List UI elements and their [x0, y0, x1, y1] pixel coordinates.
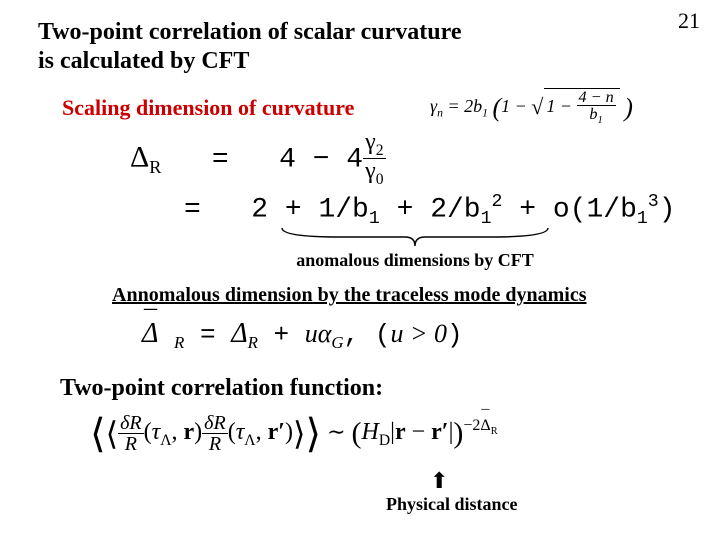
up-arrow-icon: ⬆	[430, 468, 448, 494]
delta-sub: R	[149, 157, 161, 177]
rparen: )	[453, 417, 463, 450]
D: D	[379, 432, 390, 449]
tau2: τ	[236, 419, 245, 445]
den-b1: 1	[598, 115, 603, 126]
delta-r2c: + o(1/b	[502, 194, 636, 225]
tau1: τ	[152, 419, 161, 445]
delta-eq1: =	[212, 144, 229, 175]
title-line1: Two-point correlation of scalar curvatur…	[38, 19, 462, 45]
heading-traceless: Annomalous dimension by the traceless mo…	[112, 284, 586, 307]
rprime-abs: r′	[431, 419, 448, 445]
sq: 2	[492, 192, 503, 212]
bd-G: G	[331, 333, 343, 352]
delta-row1: ΔR = 4 − 4γ2γ0	[130, 130, 676, 188]
delta-r2: 2 + 1/b	[251, 194, 369, 225]
lam2: Λ	[244, 432, 255, 449]
rprime: r′	[268, 419, 285, 445]
g2-sym: γ	[365, 129, 376, 155]
r1: r	[184, 419, 195, 445]
bd-comma: ,	[344, 320, 360, 350]
cube: 3	[648, 192, 659, 212]
g2-num: γ2	[363, 130, 385, 159]
bd-u: u	[305, 319, 318, 348]
lang1: ⟨	[90, 411, 106, 456]
bd-alpha: α	[318, 319, 332, 348]
exponent: −2¯ΔR	[463, 417, 497, 434]
den-b: b	[589, 105, 597, 123]
g0-sub: 0	[376, 171, 384, 188]
minus: −	[406, 419, 432, 445]
bd-R1: R	[174, 333, 184, 352]
dR2: δR	[204, 412, 226, 434]
sqrt-num: 4 − n	[577, 89, 616, 106]
title-line2: is calculated by CFT	[38, 48, 249, 74]
delta-eq2: =	[184, 194, 201, 225]
tilde: ∼	[327, 419, 345, 444]
bd-eq: =	[184, 320, 231, 350]
delta-sym: Δ	[130, 140, 149, 173]
gamma-lparen: (	[492, 93, 501, 122]
lam1: Λ	[160, 432, 171, 449]
gamma-rparen: )	[624, 93, 633, 122]
heading-two-point: Two-point correlation function:	[60, 375, 383, 402]
H: H	[362, 419, 379, 445]
exp-R: R	[491, 426, 498, 437]
equation-bar-delta: ¯ Δ R = ΔR + uαG, (u > 0)	[142, 318, 463, 353]
delta-r2b: + 2/b	[380, 194, 481, 225]
bd-delta2: Δ	[231, 318, 247, 349]
rang1: ⟩	[305, 411, 321, 456]
R1: R	[125, 433, 137, 455]
r-abs: r	[395, 419, 406, 445]
page-number: 21	[678, 8, 700, 34]
sqrt-content: 1 − 4 − nb1	[544, 88, 619, 127]
frac2: δRR	[202, 413, 228, 454]
gamma-one-minus: 1 −	[501, 96, 531, 116]
frac1: δRR	[118, 413, 144, 454]
bd-R2: R	[248, 333, 258, 352]
delta-r2d: )	[659, 194, 676, 225]
underbrace-group: anomalous dimensions by CFT	[280, 226, 550, 271]
bd-plus: +	[258, 320, 305, 350]
g2-sub: 2	[376, 142, 384, 159]
bd-cond: u > 0	[390, 319, 447, 348]
gamma-b-sub: 1	[482, 107, 488, 120]
gamma-frac: γ2γ0	[363, 130, 385, 188]
equation-gamma-n: γn = 2b1 (1 − √1 − 4 − nb1 )	[430, 88, 633, 127]
delta-r1a: 4 − 4	[279, 144, 363, 175]
page-title: Two-point correlation of scalar curvatur…	[38, 18, 462, 76]
dR1: δR	[120, 412, 142, 434]
rang2: ⟩	[293, 416, 305, 452]
underbrace-icon	[280, 226, 550, 248]
sqrt-oneminus: 1 −	[546, 96, 576, 116]
bd-rparen: )	[447, 320, 463, 350]
R2: R	[209, 433, 221, 455]
gamma-b: b	[473, 96, 482, 116]
lang2: ⟨	[106, 416, 118, 452]
sqrt-den: b1	[577, 106, 616, 127]
lparen: (	[352, 417, 362, 450]
g0-sym: γ	[365, 158, 376, 184]
gamma-eq-part: = 2	[447, 96, 473, 116]
sqrt-frac: 4 − nb1	[577, 89, 616, 127]
equation-correlation: ⟨⟨δRR(τΛ, r)δRR(τΛ, r′)⟩⟩ ∼ (HD|r − r′|)…	[90, 410, 498, 457]
exp-bar: ¯	[481, 408, 489, 426]
sqrt-sym: √	[531, 94, 543, 119]
g0-den: γ0	[363, 159, 385, 187]
physical-distance-label: Physical distance	[386, 494, 518, 515]
heading-scaling-dimension: Scaling dimension of curvature	[62, 95, 354, 121]
exp-neg2: −2	[463, 417, 480, 434]
b1-3: 1	[637, 209, 648, 229]
gamma-sub: n	[437, 107, 443, 120]
bar-over1: ¯	[144, 306, 157, 336]
bd-spacer: (	[359, 320, 390, 350]
anomalous-dimensions-label: anomalous dimensions by CFT	[280, 250, 550, 271]
equation-delta-r: ΔR = 4 − 4γ2γ0 = 2 + 1/b1 + 2/b12 + o(1/…	[130, 130, 676, 234]
